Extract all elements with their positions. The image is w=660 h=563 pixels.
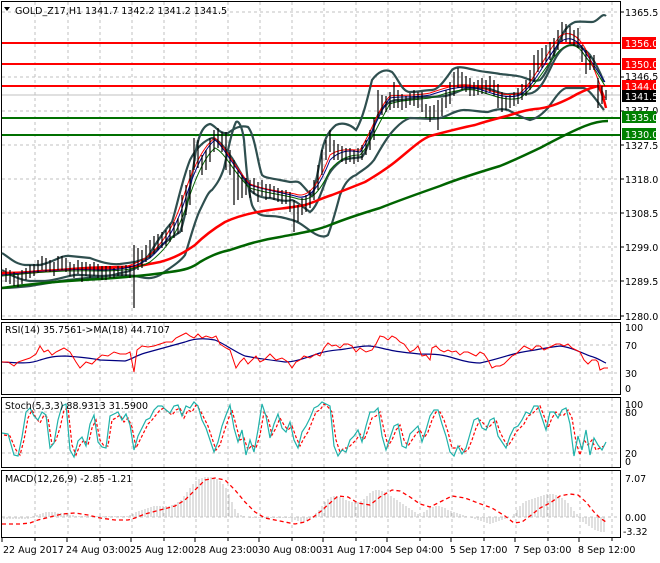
horizontal-levels[interactable] xyxy=(2,42,620,136)
time-tick: 31 Aug 17:00 xyxy=(322,545,386,556)
price-tick: 1289.5 xyxy=(625,277,658,288)
svg-text:1350.0: 1350.0 xyxy=(625,60,658,71)
stochastic-panel[interactable]: Stoch(5,3,3) 88.9313 31.5900 xyxy=(1,397,621,468)
svg-text:0: 0 xyxy=(625,457,631,468)
stoch-grid xyxy=(2,398,620,467)
time-tick: 22 Aug 2017 xyxy=(3,545,64,556)
svg-text:1330.0: 1330.0 xyxy=(625,130,658,141)
symbol-title: GOLD_Z17,H1 xyxy=(15,6,82,17)
svg-text:1356.0: 1356.0 xyxy=(625,39,658,50)
macd-axis: 7.07 0.00 -3.32 xyxy=(620,470,648,538)
price-tick: 1327.5 xyxy=(625,141,658,152)
main-price-panel[interactable] xyxy=(1,1,621,320)
red-moving-average xyxy=(1,84,608,275)
price-tick: 1299.0 xyxy=(625,243,658,254)
time-tick: 7 Sep 03:00 xyxy=(514,545,571,556)
price-tick: 1280.0 xyxy=(625,312,658,323)
level-label-1330: 1330.0 xyxy=(622,128,658,141)
time-tick: 28 Aug 23:00 xyxy=(194,545,258,556)
svg-text:1344.0: 1344.0 xyxy=(625,82,658,93)
svg-text:80: 80 xyxy=(625,408,637,419)
svg-text:100: 100 xyxy=(625,323,643,334)
price-tick: 1308.5 xyxy=(625,209,658,220)
level-label-1350: 1350.0 xyxy=(622,58,658,71)
current-price-label: 1341.5 xyxy=(622,90,658,103)
rsi-line xyxy=(2,332,608,373)
time-tick: 25 Aug 12:00 xyxy=(130,545,194,556)
stoch-title: Stoch(5,3,3) 88.9313 31.5900 xyxy=(5,401,148,412)
level-label-1344: 1344.0 xyxy=(622,80,658,93)
rsi-ma-line xyxy=(1,338,607,364)
rsi-axis: 100 70 30 0 xyxy=(620,322,643,395)
chart-title: GOLD_Z17,H1 1341.7 1342.2 1341.2 1341.5 xyxy=(4,6,227,17)
rsi-title: RSI(14) 35.7561 xyxy=(5,325,82,336)
svg-text:20: 20 xyxy=(625,449,637,460)
svg-text:1335.0: 1335.0 xyxy=(625,113,658,124)
macd-signal-line xyxy=(2,477,607,525)
stoch-axis: 100 80 20 0 xyxy=(620,397,643,468)
time-tick: 8 Sep 12:00 xyxy=(578,545,635,556)
level-label-1335: 1335.0 xyxy=(622,111,658,124)
svg-text:30: 30 xyxy=(625,369,637,380)
macd-title: MACD(12,26,9) -2.85 -1.21 xyxy=(5,474,132,485)
rsi-panel[interactable]: RSI(14) 35.7561 ->MA(18) 44.7107 xyxy=(1,322,621,395)
time-tick: 30 Aug 08:00 xyxy=(258,545,322,556)
time-axis[interactable]: 22 Aug 2017 24 Aug 03:00 25 Aug 12:00 28… xyxy=(1,538,635,556)
green-moving-average xyxy=(1,119,609,290)
svg-text:-3.32: -3.32 xyxy=(623,527,648,538)
ohlc-values: 1341.7 1342.2 1341.2 1341.5 xyxy=(85,6,227,17)
stoch-signal-line xyxy=(3,403,605,458)
rsi-grid xyxy=(2,323,620,394)
macd-histogram xyxy=(3,477,605,532)
level-label-1356: 1356.0 xyxy=(622,37,658,50)
svg-text:100: 100 xyxy=(625,400,643,411)
svg-text:0.00: 0.00 xyxy=(625,513,646,524)
svg-text:70: 70 xyxy=(625,341,637,352)
price-bars xyxy=(5,22,607,308)
price-tick: 1365.5 xyxy=(625,8,658,19)
macd-panel[interactable]: MACD(12,26,9) -2.85 -1.21 xyxy=(1,470,621,538)
time-tick: 4 Sep 04:00 xyxy=(386,545,443,556)
svg-text:1341.5: 1341.5 xyxy=(625,92,658,103)
rsi-ma-title: ->MA(18) 44.7107 xyxy=(82,325,170,336)
triangle-down-icon[interactable] xyxy=(4,7,10,11)
time-tick: 5 Sep 17:00 xyxy=(450,545,507,556)
price-tick: 1346.5 xyxy=(625,72,658,83)
price-axis[interactable]: 1365.5 1346.5 1337.0 1327.5 1318.0 1308.… xyxy=(620,1,658,323)
short-moving-averages xyxy=(1,33,606,277)
svg-text:7.07: 7.07 xyxy=(625,474,646,485)
svg-text:0: 0 xyxy=(625,384,631,395)
price-tick: 1318.0 xyxy=(625,175,658,186)
time-tick: 24 Aug 03:00 xyxy=(66,545,130,556)
stoch-main-line xyxy=(1,401,607,459)
